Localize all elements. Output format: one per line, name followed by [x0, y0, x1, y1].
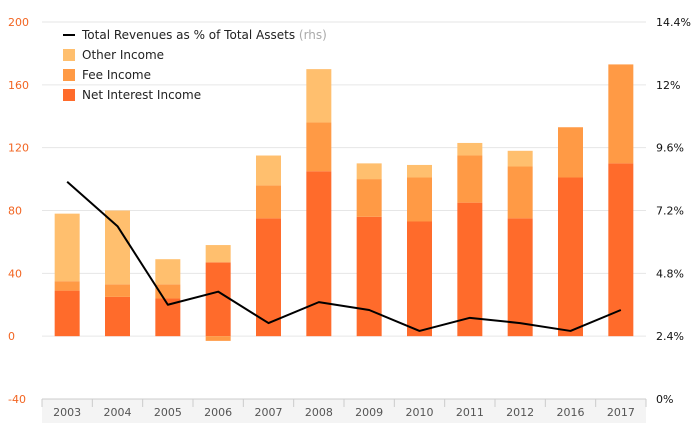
- bar-segment: [507, 218, 533, 337]
- bar-segment: [356, 179, 382, 217]
- bar-segment: [54, 213, 80, 282]
- bar-segment: [457, 142, 483, 156]
- bar-segment: [306, 69, 332, 123]
- bar-segment: [558, 177, 583, 337]
- x-tick-label: 2010: [406, 406, 434, 419]
- legend-label: Other Income: [82, 48, 164, 62]
- x-tick-label: 2006: [204, 406, 232, 419]
- legend-label: Net Interest Income: [82, 88, 201, 102]
- bar-segment: [54, 290, 80, 337]
- x-tick-label: 2016: [557, 406, 585, 419]
- bar-segment: [105, 296, 130, 337]
- bar-segment: [205, 262, 231, 337]
- legend-label: Fee Income: [82, 68, 151, 82]
- bar-segment: [457, 202, 483, 337]
- bar-segment: [54, 281, 80, 291]
- x-tick-label: 2004: [104, 406, 132, 419]
- bar-segment: [608, 163, 634, 337]
- axes: 200 160 120 80 40 0 -40 14.4% 12% 9.6% 7.2% 4.8% 2.4…: [8, 16, 691, 423]
- bar-segment: [407, 164, 432, 178]
- bar-segment: [306, 122, 332, 172]
- bar-segment: [256, 185, 281, 219]
- bar-segment: [356, 163, 382, 180]
- bar-segment: [457, 155, 483, 203]
- x-tick-label: 2007: [255, 406, 283, 419]
- bar-segment: [105, 284, 130, 297]
- x-tick-label: 2005: [154, 406, 182, 419]
- left-tick-label: 40: [8, 267, 22, 280]
- legend-label-suffix: (rhs): [295, 28, 327, 42]
- bar-segment: [205, 245, 231, 263]
- legend: Total Revenues as % of Total Assets (rhs…: [63, 28, 327, 102]
- left-tick-label: 120: [8, 142, 29, 155]
- line-series-path: [66, 180, 622, 332]
- x-tick-label: 2003: [53, 406, 81, 419]
- bar-segment: [407, 221, 432, 337]
- bar-segment: [105, 210, 130, 285]
- right-tick-label: 7.2%: [656, 205, 684, 218]
- x-tick-label: 2008: [305, 406, 333, 419]
- bar-segment: [155, 259, 181, 285]
- bar-segment: [356, 216, 382, 337]
- right-tick-label: 0%: [656, 393, 673, 406]
- x-tick-label: 2012: [506, 406, 534, 419]
- bar-segment: [608, 64, 634, 164]
- right-tick-label: 2.4%: [656, 330, 684, 343]
- bar-segment: [306, 171, 332, 337]
- legend-label: Total Revenues as % of Total Assets (rhs…: [81, 28, 327, 42]
- right-tick-label: 4.8%: [656, 267, 684, 280]
- bar-segment: [558, 127, 583, 178]
- bars-group: [54, 64, 634, 341]
- left-tick-label: 0: [8, 330, 15, 343]
- right-tick-label: 14.4%: [656, 16, 691, 29]
- x-tick-label: 2009: [355, 406, 383, 419]
- line-series: [66, 180, 622, 332]
- legend-box-swatch: [63, 49, 75, 61]
- left-tick-label: 160: [8, 79, 29, 92]
- right-tick-label: 9.6%: [656, 142, 684, 155]
- left-tick-label: -40: [8, 393, 26, 406]
- legend-box-swatch: [63, 69, 75, 81]
- bar-segment: [407, 177, 432, 222]
- right-tick-label: 12%: [656, 79, 680, 92]
- bar-segment: [256, 155, 281, 186]
- left-tick-label: 80: [8, 205, 22, 218]
- bar-segment: [507, 150, 533, 167]
- left-tick-label: 200: [8, 16, 29, 29]
- x-tick-label: 2011: [456, 406, 484, 419]
- bar-segment: [205, 336, 231, 341]
- legend-box-swatch: [63, 89, 75, 101]
- bar-segment: [507, 166, 533, 219]
- x-tick-label: 2017: [607, 406, 635, 419]
- bar-segment: [256, 218, 281, 337]
